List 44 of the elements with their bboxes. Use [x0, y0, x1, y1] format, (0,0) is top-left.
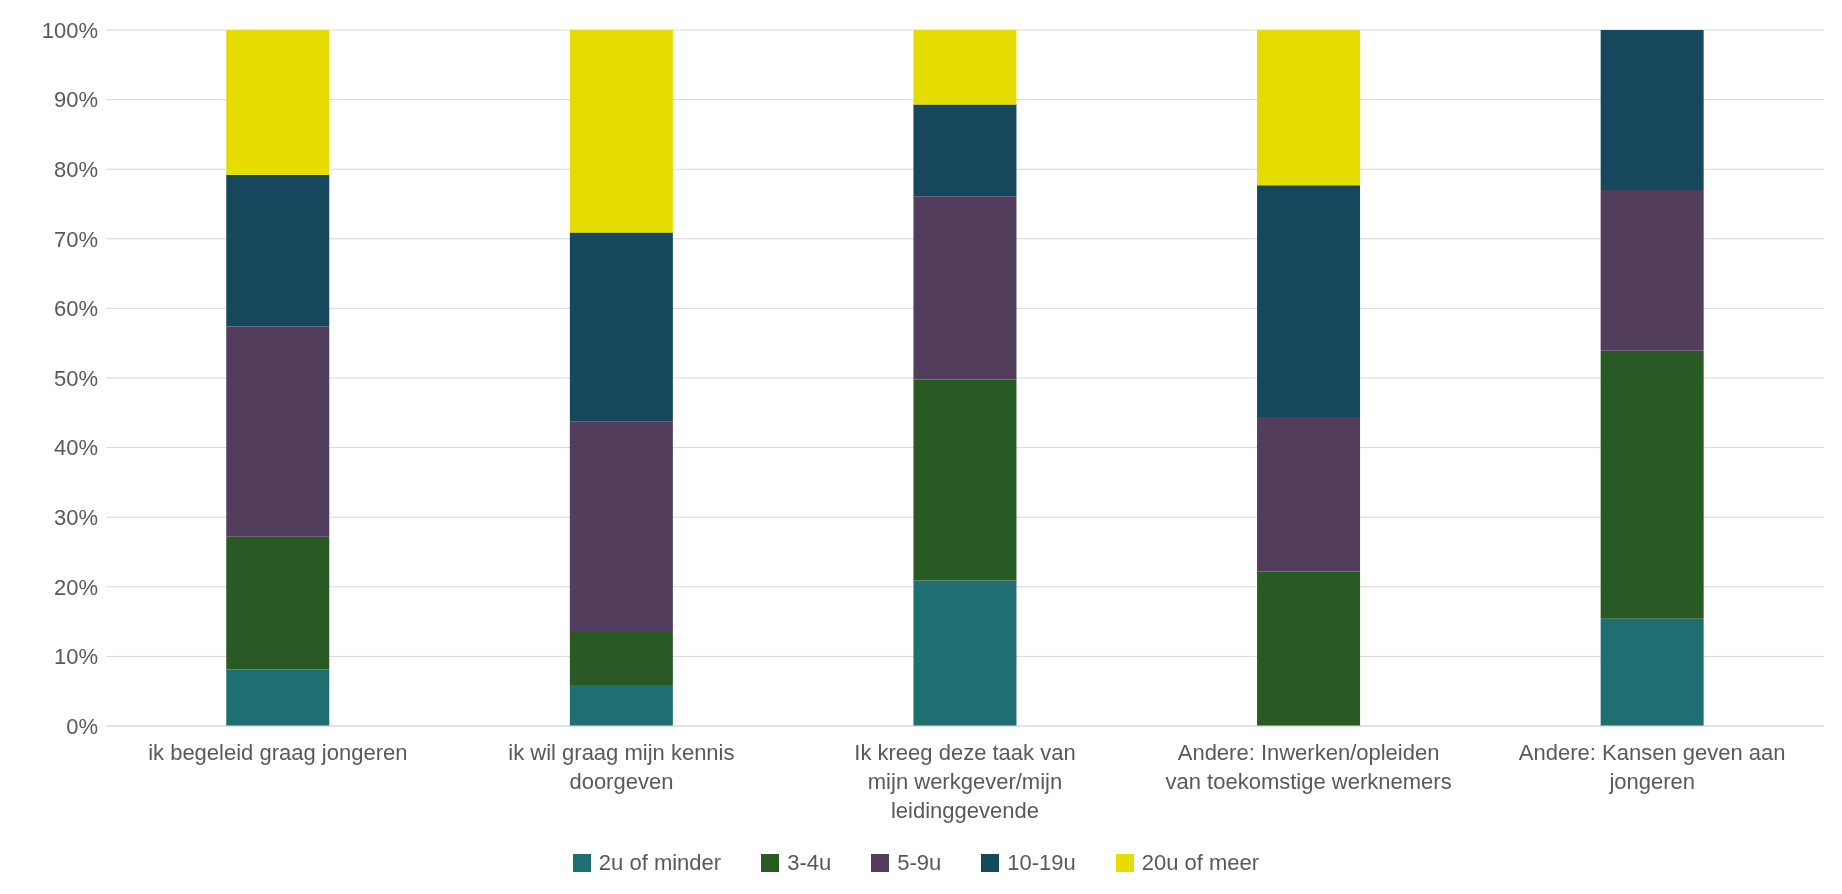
y-tick-label: 80%	[53, 157, 98, 183]
bar	[226, 30, 330, 175]
legend-label: 5-9u	[897, 850, 942, 876]
y-tick-label: 60%	[53, 296, 98, 322]
bar	[1600, 30, 1704, 191]
y-tick-label: 0%	[66, 713, 98, 739]
bar	[569, 632, 673, 685]
bar	[913, 104, 1017, 197]
y-tick-label: 30%	[53, 505, 98, 531]
x-tick-label: Ik kreeg deze taak van mijn werkgever/mijn leidinggevende	[854, 740, 1076, 823]
bar	[1257, 416, 1361, 572]
y-tick-label: 40%	[53, 435, 98, 461]
bar	[1600, 618, 1704, 726]
bar	[913, 196, 1017, 380]
bar	[226, 669, 330, 726]
bar	[226, 174, 330, 327]
y-tick-label: 20%	[53, 574, 98, 600]
y-tick-label: 100%	[41, 17, 98, 43]
legend-label: 3-4u	[787, 850, 832, 876]
bar	[1257, 185, 1361, 417]
y-tick-label: 70%	[53, 226, 98, 252]
x-tick-label: Andere: Kansen geven aan jongeren	[1518, 740, 1786, 794]
y-tick-label: 50%	[53, 365, 98, 391]
bar	[1600, 350, 1704, 619]
bar	[569, 421, 673, 633]
y-tick-label: 10%	[53, 644, 98, 670]
legend-label: 20u of meer	[1141, 850, 1260, 876]
bar	[1257, 30, 1361, 186]
bar	[569, 232, 673, 422]
bar	[913, 580, 1017, 726]
x-tick-label: Andere: Inwerken/opleiden van toekomstige werknemers	[1165, 740, 1452, 794]
y-tick-label: 90%	[53, 87, 98, 113]
bar	[226, 536, 330, 670]
bar	[913, 30, 1017, 105]
legend-label: 10-19u	[1007, 850, 1076, 876]
bar	[569, 684, 673, 726]
bar	[913, 379, 1017, 581]
bar	[1600, 190, 1704, 351]
x-tick-label: ik wil graag mijn kennis doorgeven	[508, 740, 735, 794]
legend-label: 2u of minder	[598, 850, 722, 876]
bar	[569, 30, 673, 233]
x-tick-label: ik begeleid graag jongeren	[148, 740, 408, 765]
bar	[226, 326, 330, 537]
bar	[1257, 571, 1361, 726]
